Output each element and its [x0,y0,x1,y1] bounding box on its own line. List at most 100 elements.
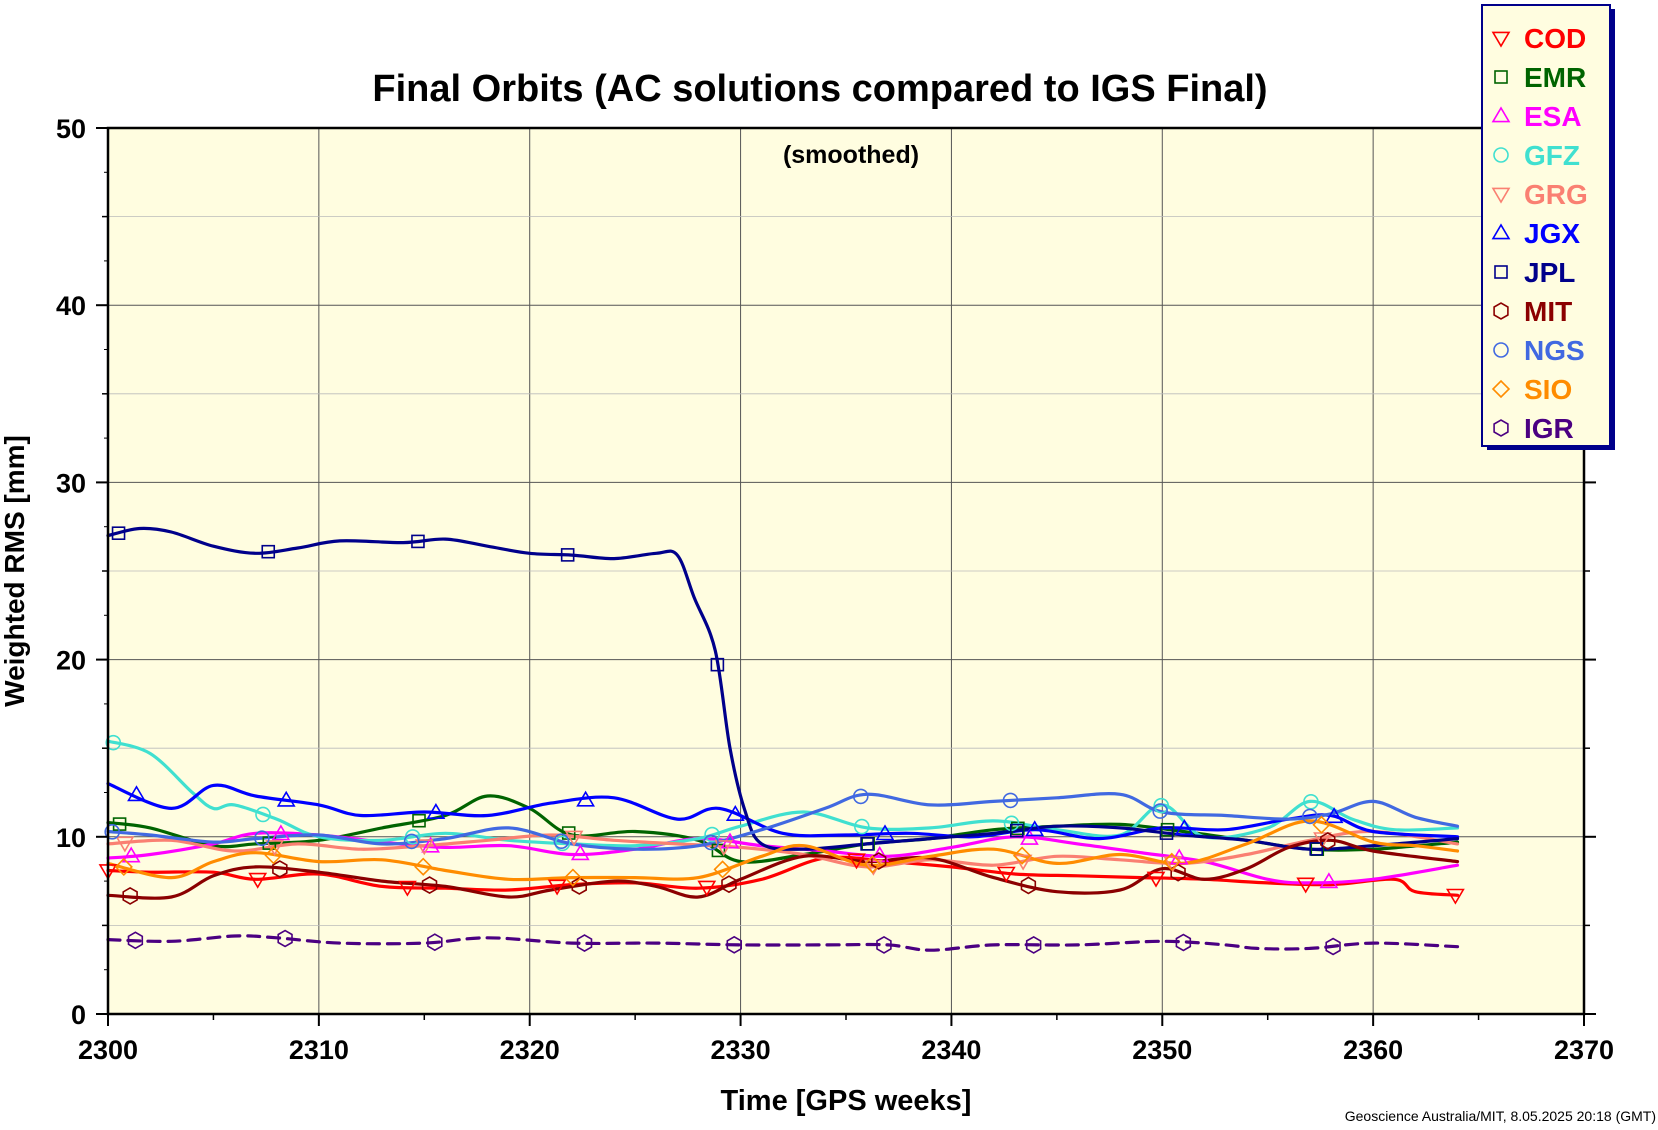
marker-emr [412,813,426,828]
marker-esa [570,844,590,861]
marker-grg [564,830,584,847]
marker-jpl [261,544,276,559]
y-tick-label: 40 [56,291,86,321]
marker-sio [713,860,732,879]
marker-jgx [1175,819,1194,836]
marker-cod [398,880,417,897]
legend-marker-ngs [1493,342,1509,358]
marker-jgx [276,790,296,807]
marker-jgx [576,790,595,807]
marker-jpl [560,548,575,562]
marker-cod [697,880,717,897]
x-tick-label: 2310 [289,1035,349,1065]
marker-sio [1012,846,1032,865]
x-tick-label: 2360 [1343,1035,1403,1065]
x-axis-label: Time [GPS weeks] [721,1085,972,1117]
legend-label-jpl: JPL [1524,257,1575,288]
series-line-sio [106,819,1460,882]
legend-marker-gfz [1493,147,1509,163]
legend-marker-grg [1491,187,1511,204]
x-tick-label: 2370 [1554,1035,1614,1065]
y-tick-label: 30 [56,468,86,498]
series-line-mit [106,838,1460,900]
marker-esa [1020,828,1039,845]
marker-mit [1020,876,1037,895]
y-tick-label: 20 [56,646,86,676]
marker-jpl [1309,842,1324,856]
y-tick-label: 10 [56,823,86,853]
series-line-ngs [106,792,1460,851]
marker-ngs [852,788,869,805]
marker-jpl [411,534,425,549]
marker-grg [1313,832,1332,849]
legend-label-esa: ESA [1524,101,1582,132]
legend-marker-jgx [1491,223,1511,240]
marker-mit [571,877,588,895]
marker-gfz [704,826,720,843]
legend-marker-jpl [1494,265,1508,279]
y-axis-label: Weighted RMS [mm] [0,435,30,707]
marker-gfz [1153,797,1170,814]
marker-mit [1320,831,1336,850]
marker-jgx [875,824,895,841]
marker-igr [1175,933,1192,952]
marker-grg [115,836,135,853]
marker-cod [547,879,567,896]
marker-igr [726,935,743,954]
marker-igr [127,931,144,950]
legend-label-sio: SIO [1524,374,1572,405]
axis-ticks: 2300 2310 2320 2330 2340 2350 2360 2370 0 10 20 30 4… [56,114,1614,1065]
marker-gfz [854,818,870,835]
legend-marker-cod [1491,31,1511,48]
marker-cod [1146,871,1166,888]
marker-emr [1160,822,1175,837]
marker-jgx [1025,820,1045,837]
chart-title: Final Orbits (AC solutions compared to I… [372,68,1267,110]
marker-esa [271,824,291,841]
marker-mit [421,876,438,895]
chart-subtitle: (smoothed) [783,141,919,169]
marker-ngs [553,833,570,850]
legend-label-gfz: GFZ [1524,140,1580,171]
credit-text: Geoscience Australia/MIT, 8.05.2025 20:1… [1345,1108,1656,1124]
marker-ngs [703,834,719,851]
marker-sio [1162,852,1181,871]
x-tick-label: 2300 [78,1035,138,1065]
series-line-jpl [106,526,1460,851]
marker-sio [563,868,583,887]
marker-ngs [104,824,121,840]
series-line-cod [106,855,1460,897]
marker-igr [1025,935,1042,954]
marker-ngs [1152,803,1168,819]
marker-jgx [1324,807,1344,824]
x-tick-label: 2340 [921,1035,981,1065]
y-tick-label: 0 [71,1000,86,1030]
marker-jpl [1009,823,1024,838]
legend-label-mit: MIT [1524,296,1572,327]
x-tick-label: 2320 [500,1035,560,1065]
legend: COD EMR ESA GFZ GRG JGX JPL MIT NGS SIO IGR [1481,4,1615,450]
marker-igr [1325,937,1341,956]
marker-jpl [1159,826,1174,840]
marker-cod [847,853,866,870]
marker-cod [996,866,1016,883]
marker-esa [1319,872,1339,889]
legend-label-ngs: NGS [1524,335,1585,366]
marker-esa [421,836,440,853]
series-line-grg [106,829,1460,869]
x-tick-label: 2350 [1132,1035,1192,1065]
marker-esa [121,846,141,863]
marker-jgx [725,805,745,822]
marker-jpl [111,526,126,540]
x-tick-label: 2330 [711,1035,771,1065]
series-lines [106,526,1460,952]
y-tick-label: 50 [56,114,86,144]
marker-ngs [1302,808,1318,825]
marker-sio [1312,815,1331,834]
marker-igr [427,933,443,952]
marker-jgx [127,785,146,802]
marker-gfz [255,806,271,823]
legend-label-emr: EMR [1524,62,1586,93]
marker-mit [122,886,138,905]
